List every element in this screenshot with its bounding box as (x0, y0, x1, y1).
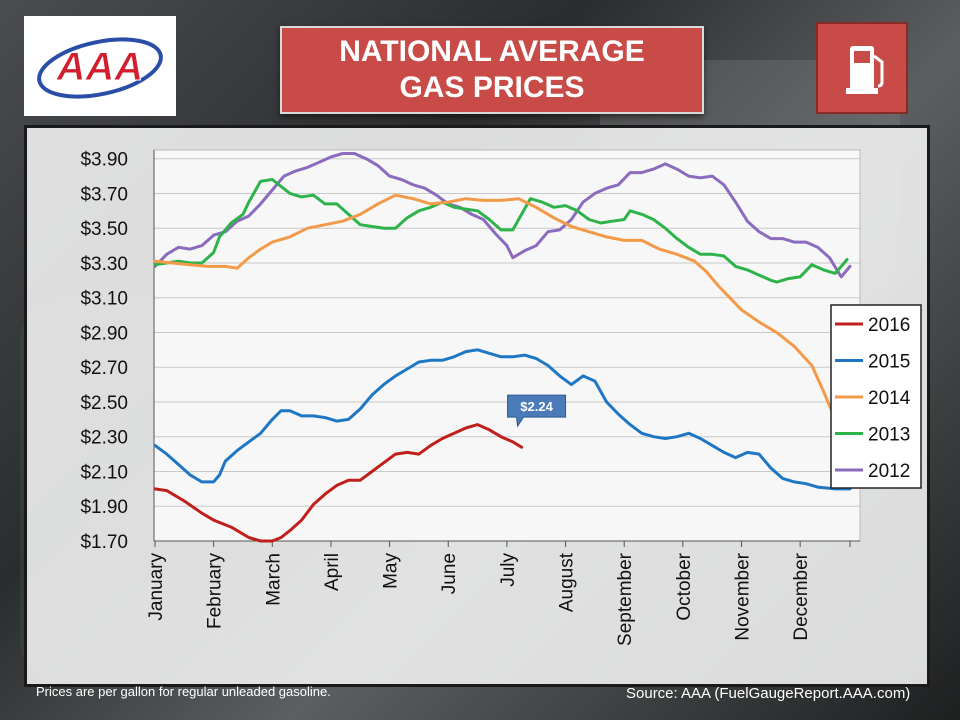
chart-panel: $3.90 $3.70 $3.50 $3.30 $3.10 $2.90 $2.70 $2.50… (24, 125, 930, 687)
legend-label-2012: 2012 (868, 461, 910, 482)
legend-label-2014: 2014 (868, 388, 911, 409)
x-tick-label: March (263, 553, 284, 606)
y-tick-label: $1.70 (80, 532, 128, 553)
x-tick-label: August (557, 552, 578, 612)
y-tick-label: $3.90 (80, 150, 128, 171)
y-tick-label: $3.10 (80, 289, 128, 310)
y-tick-label: $3.50 (80, 219, 128, 240)
series-line-2015 (153, 348, 852, 491)
y-tick-label: $2.50 (80, 393, 128, 414)
title-banner: NATIONAL AVERAGE GAS PRICES (280, 26, 704, 114)
y-tick-label: $2.70 (80, 358, 128, 379)
footnote: Prices are per gallon for regular unlead… (36, 684, 331, 699)
aaa-logo-icon: AAA (37, 37, 163, 99)
series-line-2014 (153, 193, 852, 446)
x-tick-label: January (146, 553, 167, 621)
value-callout (507, 394, 567, 428)
y-tick-label: $2.10 (80, 462, 128, 483)
x-tick-label: November (732, 552, 753, 640)
series-line-2013 (153, 178, 849, 284)
logo-text: AAA (56, 45, 144, 89)
plot-area (153, 149, 861, 542)
gas-pump-badge (816, 22, 908, 114)
x-tick-label: December (791, 552, 812, 640)
x-tick-label: February (205, 553, 226, 630)
aaa-logo: AAA (24, 16, 176, 116)
y-tick-label: $1.90 (80, 497, 128, 518)
y-tick-label: $2.90 (80, 323, 128, 344)
x-tick-label: June (439, 553, 460, 594)
x-tick-label: May (381, 553, 402, 589)
series-line-2012 (153, 152, 852, 279)
x-tick-label: July (498, 553, 519, 587)
y-tick-label: $2.30 (80, 428, 128, 449)
y-tick-label: $3.30 (80, 254, 128, 275)
y-tick-label: $3.70 (80, 184, 128, 205)
callout-label: $2.24 (520, 399, 553, 414)
page-title-line2: GAS PRICES (399, 71, 585, 104)
legend-label-2016: 2016 (868, 315, 910, 336)
source-note: Source: AAA (FuelGaugeReport.AAA.com) (626, 685, 911, 702)
x-tick-label: September (615, 552, 636, 646)
x-tick-label: October (674, 552, 695, 620)
series-line-2016 (153, 423, 524, 543)
page-title-line1: NATIONAL AVERAGE (339, 35, 645, 68)
legend-label-2015: 2015 (868, 352, 910, 373)
gas-pump-icon (846, 46, 884, 94)
line-chart: $3.90 $3.70 $3.50 $3.30 $3.10 $2.90 $2.70 $2.50… (80, 149, 922, 646)
x-tick-label: April (322, 553, 343, 591)
legend-label-2013: 2013 (868, 425, 910, 446)
